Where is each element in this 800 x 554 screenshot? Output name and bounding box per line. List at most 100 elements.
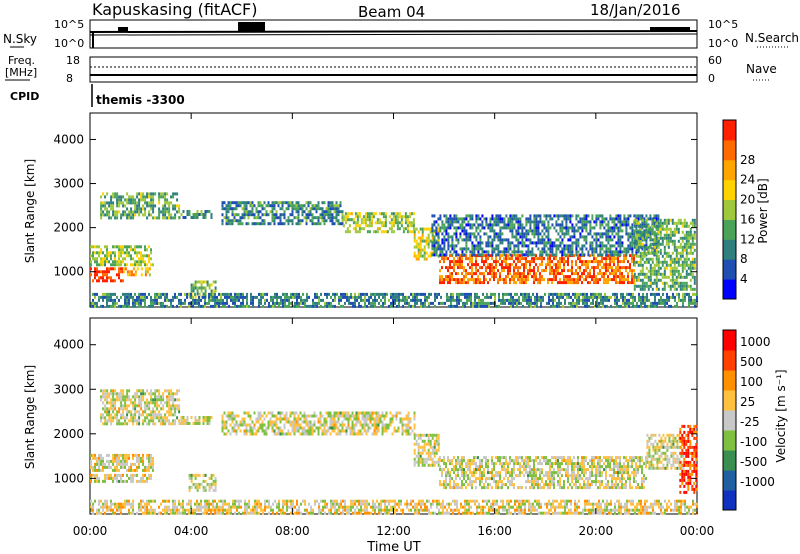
- power-cell: [625, 253, 628, 257]
- power-cell: [352, 295, 354, 299]
- power-cell: [559, 241, 562, 245]
- velocity-cell: [241, 423, 244, 427]
- date-title: 18/Jan/2016: [590, 1, 681, 19]
- power-cell: [286, 292, 288, 296]
- power-cell: [354, 212, 357, 216]
- velocity-cell: [122, 398, 125, 402]
- power-cell: [623, 257, 625, 261]
- power-cell: [342, 304, 344, 308]
- power-cell: [270, 298, 272, 302]
- power-cell: [497, 235, 500, 239]
- velocity-cell: [255, 432, 258, 436]
- power-cell: [390, 304, 392, 308]
- power-cell: [543, 269, 545, 273]
- power-cell: [427, 239, 430, 243]
- velocity-cell: [156, 398, 159, 402]
- power-cell: [453, 232, 456, 236]
- velocity-cell: [102, 392, 105, 396]
- power-cell: [108, 216, 111, 220]
- power-cell: [509, 247, 512, 251]
- velocity-cell: [227, 417, 230, 421]
- power-cell: [487, 223, 490, 227]
- power-cell: [341, 213, 344, 217]
- power-cell: [376, 221, 379, 225]
- power-cell: [316, 292, 318, 296]
- power-cell: [291, 201, 294, 205]
- power-cell: [591, 275, 593, 279]
- power-cell: [287, 201, 290, 205]
- power-cell: [198, 298, 200, 302]
- velocity-cell: [166, 395, 169, 399]
- power-cell: [234, 295, 236, 299]
- power-cell: [158, 192, 161, 196]
- power-cell: [673, 227, 676, 231]
- power-cell: [238, 304, 240, 308]
- power-cell: [621, 266, 623, 270]
- power-cell: [246, 301, 248, 305]
- power-cell: [475, 269, 477, 273]
- power-cell: [609, 260, 611, 264]
- power-cell: [543, 226, 546, 230]
- power-cell: [305, 216, 308, 220]
- power-cell: [443, 244, 446, 248]
- power-cell: [481, 266, 483, 270]
- power-cell: [619, 269, 621, 273]
- power-cell: [617, 281, 619, 285]
- power-cell: [396, 221, 399, 225]
- power-cell: [685, 245, 688, 249]
- power-cell: [673, 230, 676, 234]
- power-cell: [261, 219, 264, 223]
- power-cell: [618, 298, 620, 302]
- power-cell: [613, 278, 615, 282]
- power-echo-region: [90, 245, 154, 267]
- power-cell: [667, 233, 670, 237]
- power-cell: [506, 298, 508, 302]
- power-cell: [154, 292, 156, 296]
- power-cell: [260, 292, 262, 296]
- power-cell: [533, 278, 535, 282]
- power-cell: [581, 247, 584, 251]
- power-cell: [657, 242, 660, 246]
- power-cell: [130, 198, 133, 202]
- power-cell: [515, 238, 518, 242]
- power-cell: [339, 210, 342, 214]
- power-cell: [577, 241, 580, 245]
- power-cell: [364, 218, 367, 222]
- power-cell: [487, 263, 489, 267]
- power-cell: [638, 298, 640, 302]
- velocity-cell: [124, 479, 126, 483]
- power-cell: [461, 226, 464, 230]
- nsky-burst-3: [650, 27, 690, 32]
- power-cell: [527, 229, 530, 233]
- power-cell: [304, 304, 306, 308]
- power-cell: [645, 245, 648, 249]
- power-cell: [276, 292, 278, 296]
- power-cell: [257, 204, 260, 208]
- power-cell: [571, 247, 574, 251]
- power-cell: [394, 301, 396, 305]
- power-cell: [573, 272, 575, 276]
- power-cell: [443, 214, 446, 218]
- velocity-cell: [106, 410, 109, 414]
- velocity-cell: [104, 479, 106, 483]
- power-cell: [273, 201, 276, 205]
- velocity-cell: [136, 419, 139, 423]
- power-cell: [540, 304, 542, 308]
- power-cell: [435, 229, 438, 233]
- power-cell: [104, 201, 107, 205]
- power-cell: [585, 247, 588, 251]
- power-cell: [431, 251, 434, 255]
- power-cell: [557, 272, 559, 276]
- power-cell: [344, 212, 347, 216]
- power-cell: [263, 222, 266, 226]
- power-cell: [633, 214, 636, 218]
- nsky-burst-2: [238, 22, 265, 31]
- power-cell: [459, 278, 461, 282]
- power-cell: [673, 263, 676, 267]
- power-cell: [428, 301, 430, 305]
- power-cell: [413, 251, 416, 255]
- power-cell: [130, 207, 133, 211]
- power-cell: [555, 269, 557, 273]
- power-cell: [437, 217, 440, 221]
- power-colorbar-tick: 24: [740, 173, 755, 187]
